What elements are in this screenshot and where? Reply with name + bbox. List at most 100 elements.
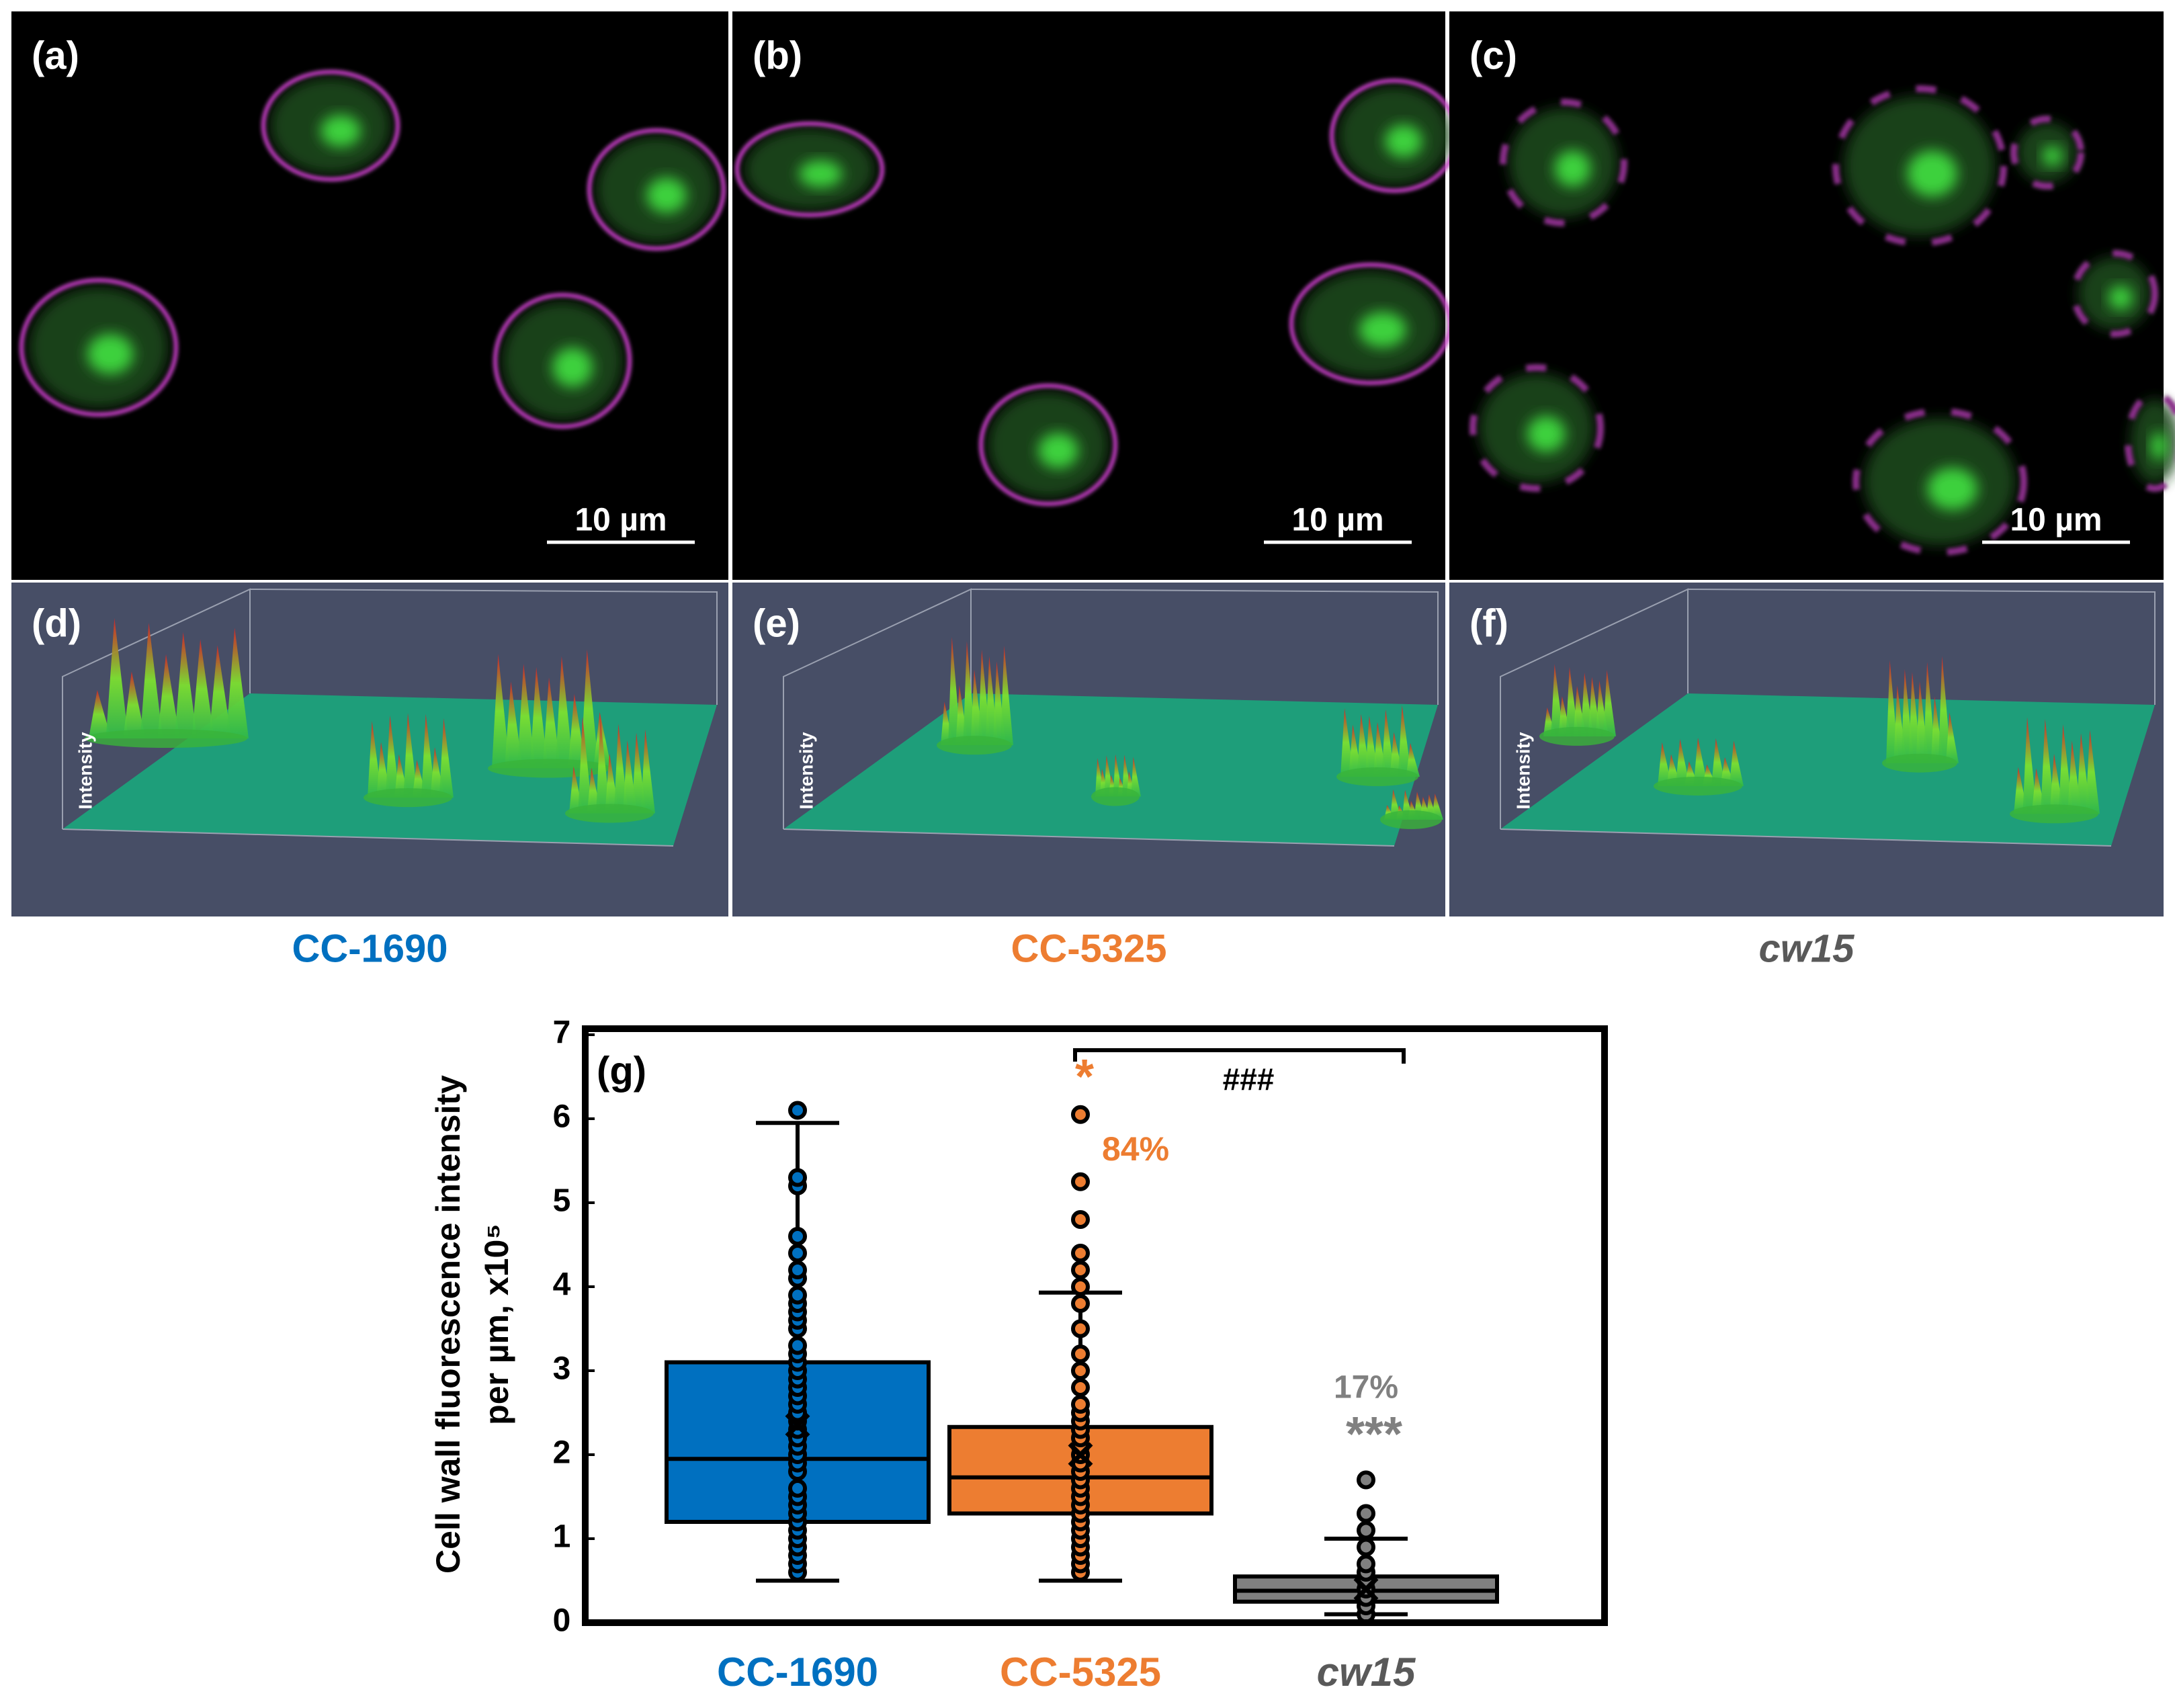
scale-bar-label: 10 µm xyxy=(2010,503,2102,538)
surface-plot: (d) Intensity xyxy=(11,583,728,916)
y-tick-label: 6 xyxy=(553,1099,571,1135)
peak-base xyxy=(1091,787,1140,806)
cell-nucleus xyxy=(2042,146,2063,166)
cell-wall xyxy=(587,128,726,251)
x-tick-label: CC-1690 xyxy=(717,1650,878,1695)
data-point xyxy=(1071,1344,1090,1363)
y-tick-label: 0 xyxy=(553,1603,571,1639)
surface-box xyxy=(1500,588,1689,829)
surface-peak xyxy=(1000,645,1013,746)
x-tick-label: CC-5325 xyxy=(1000,1650,1161,1695)
surface-peak xyxy=(208,645,232,739)
cell-nucleus xyxy=(1385,124,1422,158)
surface-peak xyxy=(1693,738,1708,786)
surface-peak xyxy=(123,671,146,739)
panel-label: (a) xyxy=(32,34,79,77)
cell-nucleus xyxy=(321,115,361,147)
data-point xyxy=(1071,1210,1090,1229)
surface-peak xyxy=(1406,742,1420,777)
scale-bar-label: 10 µm xyxy=(1291,503,1383,538)
peak-base xyxy=(1336,767,1418,786)
z-axis-label: Intensity xyxy=(75,732,95,810)
panel-label: (c) xyxy=(1469,34,1517,77)
y-tick-label: 7 xyxy=(553,1015,571,1051)
panel-label: (b) xyxy=(753,34,802,77)
cell-wall xyxy=(735,122,884,217)
x-axis xyxy=(62,828,674,847)
surface-peak xyxy=(439,718,454,798)
surface-peak xyxy=(1675,739,1690,786)
data-point xyxy=(1071,1105,1090,1124)
y-axis-title: Cell wall fluorescence intensity xyxy=(429,1075,467,1574)
micrograph: (a) 10 µm xyxy=(11,11,728,580)
annotation: *** xyxy=(1346,1408,1402,1461)
surface-peak xyxy=(105,617,129,739)
cell-wall xyxy=(2125,391,2175,492)
surface-peak xyxy=(140,623,163,739)
data-point xyxy=(1071,1361,1090,1380)
peak-base xyxy=(1654,776,1742,796)
cell-wall xyxy=(1500,99,1627,226)
panel-label: (e) xyxy=(753,601,800,645)
surface-box xyxy=(1687,589,2156,705)
x-tick-label: cw15 xyxy=(1317,1650,1416,1695)
peak-base xyxy=(2010,804,2098,824)
micrograph: (b) 10 µm xyxy=(732,11,1459,580)
cell-wall xyxy=(1469,364,1604,492)
surface-box xyxy=(62,588,251,829)
cell-wall xyxy=(1832,85,2007,247)
surface-peak xyxy=(2085,730,2100,814)
data-point xyxy=(1357,1504,1375,1523)
surface-peak xyxy=(89,690,112,739)
surface-peak xyxy=(157,654,180,739)
surface-peak xyxy=(581,649,599,769)
data-point xyxy=(1071,1172,1090,1191)
surface-box xyxy=(970,589,1439,705)
scale-bar-label: 10 µm xyxy=(574,503,667,538)
chart-label: (g) xyxy=(597,1049,646,1093)
peak-base xyxy=(937,736,1012,755)
data-point xyxy=(788,1227,807,1246)
data-point xyxy=(1071,1277,1090,1296)
data-point xyxy=(1071,1319,1090,1338)
strain-label: cw15 xyxy=(1759,927,1855,970)
surface-plot: (e) Intensity xyxy=(732,583,1445,916)
surface-peak xyxy=(385,715,400,798)
cell-nucleus xyxy=(2108,286,2133,310)
mean-marker xyxy=(785,1412,810,1438)
data-point xyxy=(1071,1378,1090,1397)
surface-peak xyxy=(1432,793,1443,820)
data-point xyxy=(1357,1470,1375,1490)
surface-peak xyxy=(226,628,249,739)
surface-peak xyxy=(1945,712,1959,763)
surface-peak xyxy=(1729,740,1744,786)
data-point xyxy=(788,1285,807,1305)
surface-box xyxy=(783,588,972,829)
surface-peak xyxy=(191,639,214,739)
y-tick-label: 2 xyxy=(553,1435,571,1471)
data-point xyxy=(1357,1554,1375,1574)
cell-nucleus xyxy=(1907,151,1958,197)
surface-peak xyxy=(403,713,418,798)
data-point xyxy=(788,1336,807,1355)
peak-base xyxy=(85,729,247,749)
peak-base xyxy=(565,804,654,823)
surface-peak xyxy=(555,656,574,769)
peak-base xyxy=(488,759,610,778)
x-axis xyxy=(1500,828,2112,847)
surface-peak xyxy=(578,716,593,814)
surface-peak xyxy=(1603,670,1616,736)
data-point xyxy=(788,1168,807,1187)
surface-peak xyxy=(1711,738,1726,786)
z-axis-label: Intensity xyxy=(1512,732,1533,810)
y-axis-title: per µm, x10⁵ xyxy=(478,1224,515,1425)
data-point xyxy=(1071,1395,1090,1414)
surface-peak xyxy=(640,729,655,814)
surface-peak xyxy=(1131,757,1141,797)
annotation: 84% xyxy=(1102,1130,1169,1168)
peak-base xyxy=(1380,810,1442,829)
surface-peak xyxy=(2022,717,2037,814)
surface-peak xyxy=(421,714,436,798)
mean-marker xyxy=(1068,1442,1093,1467)
